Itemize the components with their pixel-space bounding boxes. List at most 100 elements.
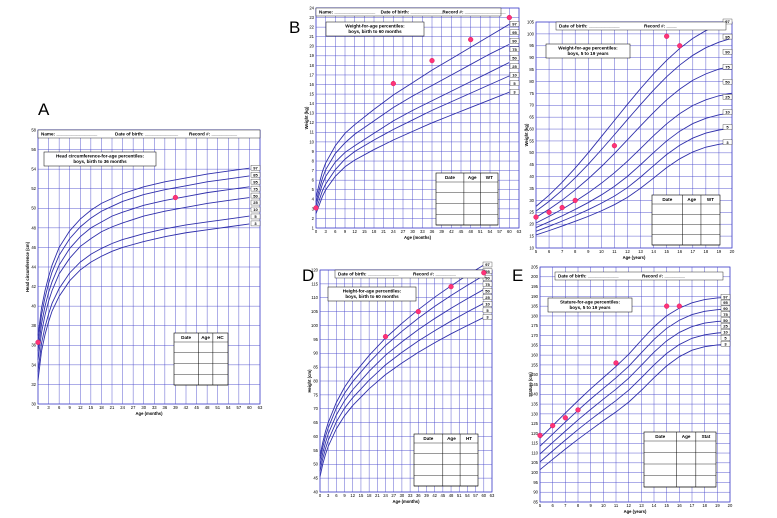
x-tick-label: 30 xyxy=(410,229,415,234)
chart-header-bar xyxy=(37,129,261,139)
percentile-curve xyxy=(539,308,731,447)
percentile-label: 85 xyxy=(253,172,258,177)
x-tick-label: 20 xyxy=(730,249,735,254)
percentile-label-box xyxy=(509,21,520,27)
y-tick-label: 7 xyxy=(312,168,315,173)
y-tick-label: 34 xyxy=(31,362,36,367)
record-table-header: Date xyxy=(423,436,433,441)
percentile-label-box xyxy=(250,185,261,192)
y-tick-label: 45 xyxy=(313,476,318,481)
y-tick-label: 60 xyxy=(313,434,318,439)
record-table xyxy=(643,431,717,488)
y-tick-label: 18 xyxy=(309,63,314,68)
x-tick-label: 33 xyxy=(420,229,425,234)
y-tick-label: 30 xyxy=(529,198,534,203)
percentile-label: 75 xyxy=(725,64,730,69)
percentile-label-box xyxy=(509,72,520,78)
x-tick-label: 15 xyxy=(359,493,364,498)
x-tick-label: 45 xyxy=(459,229,464,234)
x-tick-label: 48 xyxy=(468,229,473,234)
x-tick-label: 3 xyxy=(47,405,50,410)
percentile-curve xyxy=(539,331,731,463)
percentile-curve xyxy=(315,23,510,198)
percentile-label-box xyxy=(250,206,261,213)
record-table-header: Age xyxy=(201,335,210,340)
y-tick-label: 38 xyxy=(31,323,36,328)
chart-title-line: boys, birth to 36 months xyxy=(73,159,127,164)
percentile-curve xyxy=(37,186,250,352)
y-tick-label: 4 xyxy=(312,197,315,202)
record-table-header: Age xyxy=(687,197,696,202)
patient-data-point xyxy=(613,360,619,366)
y-tick-label: 110 xyxy=(311,295,318,300)
y-tick-label: 115 xyxy=(531,441,538,446)
patient-data-point xyxy=(429,58,435,64)
y-tick-label: 190 xyxy=(531,294,539,299)
y-tick-label: 120 xyxy=(311,267,319,272)
x-tick-label: 45 xyxy=(441,493,446,498)
percentile-label-box xyxy=(722,18,733,25)
percentile-label: 90 xyxy=(725,49,730,54)
percentile-label: 97 xyxy=(725,19,730,24)
chart-header-bar xyxy=(555,21,727,31)
percentile-curve xyxy=(37,167,250,336)
y-tick-label: 54 xyxy=(31,167,36,172)
x-tick-label: 13 xyxy=(639,503,644,508)
x-tick-label: 6 xyxy=(548,249,551,254)
record-table-header: Date xyxy=(181,335,191,340)
chart-title-line: boys, birth to 60 months xyxy=(345,294,399,299)
x-tick-label: 39 xyxy=(424,493,429,498)
x-tick-label: 57 xyxy=(237,405,242,410)
chart-title-box xyxy=(545,43,631,59)
x-tick-label: 27 xyxy=(401,229,406,234)
x-tick-label: 12 xyxy=(350,493,355,498)
patient-data-point xyxy=(382,334,389,340)
y-tick-label: 55 xyxy=(529,138,534,143)
x-tick-label: 57 xyxy=(473,493,478,498)
percentile-label: 25 xyxy=(253,200,258,205)
percentile-curve xyxy=(535,112,733,228)
y-tick-label: 9 xyxy=(312,149,315,154)
percentile-curve xyxy=(535,92,733,224)
chart-title-line: boys, 5 to 19 years xyxy=(567,51,609,56)
y-tick-label: 95 xyxy=(533,480,538,485)
x-tick-label: 12 xyxy=(78,405,83,410)
percentile-label: 5 xyxy=(486,308,489,313)
x-tick-label: 15 xyxy=(664,249,669,254)
percentile-label-box xyxy=(250,165,261,171)
x-tick-label: 33 xyxy=(408,493,413,498)
patient-data-point xyxy=(676,303,682,309)
percentile-label: 97 xyxy=(253,165,258,170)
y-tick-label: 32 xyxy=(31,382,36,387)
y-tick-label: 105 xyxy=(531,460,539,465)
x-tick-label: 42 xyxy=(184,405,189,410)
x-tick-label: 9 xyxy=(587,249,590,254)
y-tick-label: 14 xyxy=(309,101,314,106)
y-tick-label: 60 xyxy=(529,126,534,131)
patient-data-point xyxy=(172,194,179,201)
x-tick-label: 6 xyxy=(335,493,338,498)
panel-label-e: E xyxy=(512,266,524,285)
y-tick-label: 95 xyxy=(313,337,318,342)
y-tick-label: 15 xyxy=(529,234,534,239)
percentile-label-box xyxy=(722,49,733,55)
x-tick-label: 19 xyxy=(717,249,722,254)
percentile-label: 95 xyxy=(725,34,730,39)
y-tick-label: 145 xyxy=(531,382,539,387)
x-tick-label: 36 xyxy=(163,405,168,410)
y-tick-label: 10 xyxy=(309,139,314,144)
percentile-label: 97 xyxy=(485,262,490,267)
percentile-label-box xyxy=(482,294,493,300)
percentile-label-box xyxy=(250,192,261,199)
y-tick-label: 50 xyxy=(529,150,534,155)
percentile-label: 3 xyxy=(486,315,489,320)
percentile-label-box xyxy=(722,124,733,130)
percentile-curve xyxy=(37,223,250,381)
header-name-field: Name: ________________ xyxy=(319,10,376,15)
y-tick-label: 75 xyxy=(313,392,318,397)
x-tick-label: 0 xyxy=(37,405,40,410)
record-table xyxy=(435,172,499,226)
y-tick-label: 100 xyxy=(527,31,535,36)
x-tick-label: 30 xyxy=(400,493,405,498)
